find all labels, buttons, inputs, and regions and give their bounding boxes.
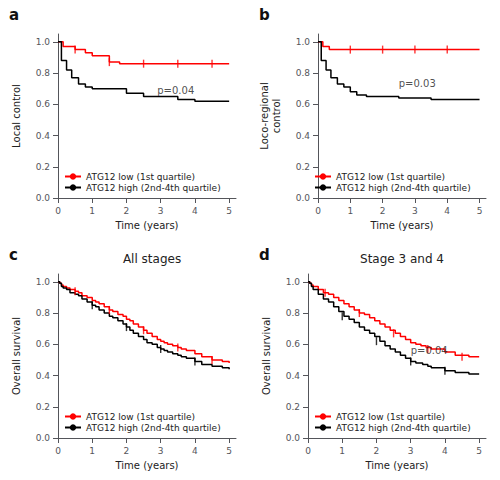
svg-text:d: d	[259, 246, 270, 264]
svg-text:2: 2	[124, 446, 130, 456]
svg-text:c: c	[9, 246, 18, 264]
svg-text:5: 5	[477, 206, 483, 216]
svg-text:ATG12 low (1st quartile): ATG12 low (1st quartile)	[86, 412, 195, 422]
svg-text:Time (years): Time (years)	[370, 220, 434, 231]
svg-text:a: a	[9, 6, 19, 24]
svg-text:4: 4	[192, 206, 198, 216]
svg-text:0.2: 0.2	[296, 162, 310, 172]
svg-text:ATG12 high (2nd-4th quartile): ATG12 high (2nd-4th quartile)	[336, 183, 471, 193]
svg-text:1.0: 1.0	[36, 37, 51, 47]
svg-text:p=0.04: p=0.04	[411, 345, 448, 356]
svg-text:0: 0	[55, 446, 61, 456]
svg-text:1.0: 1.0	[286, 277, 301, 287]
svg-text:0: 0	[305, 446, 311, 456]
svg-text:2: 2	[380, 206, 386, 216]
svg-text:Time (years): Time (years)	[115, 460, 179, 471]
svg-text:0.8: 0.8	[286, 308, 301, 318]
svg-text:0.4: 0.4	[296, 131, 311, 141]
svg-text:4: 4	[192, 446, 198, 456]
svg-text:0: 0	[315, 206, 321, 216]
svg-text:0.4: 0.4	[286, 371, 301, 381]
svg-text:0.4: 0.4	[36, 371, 51, 381]
svg-text:ATG12 low (1st quartile): ATG12 low (1st quartile)	[86, 172, 195, 182]
svg-text:Local control: Local control	[11, 84, 22, 148]
svg-text:0.6: 0.6	[296, 99, 311, 109]
svg-text:5: 5	[476, 446, 482, 456]
svg-text:0.4: 0.4	[36, 131, 51, 141]
svg-text:ATG12 low (1st quartile): ATG12 low (1st quartile)	[336, 172, 445, 182]
svg-text:ATG12 high (2nd-4th quartile): ATG12 high (2nd-4th quartile)	[336, 423, 471, 433]
svg-text:p=0.04: p=0.04	[157, 85, 194, 96]
svg-text:1: 1	[339, 446, 345, 456]
svg-text:2: 2	[124, 206, 130, 216]
svg-text:1.0: 1.0	[36, 277, 51, 287]
svg-text:0.6: 0.6	[36, 99, 51, 109]
svg-text:Loco-regional: Loco-regional	[259, 82, 270, 149]
svg-text:Overall survival: Overall survival	[261, 317, 272, 395]
svg-text:Time (years): Time (years)	[115, 220, 179, 231]
svg-text:4: 4	[444, 206, 450, 216]
svg-text:0.8: 0.8	[36, 68, 51, 78]
svg-text:0: 0	[55, 206, 61, 216]
svg-text:3: 3	[408, 446, 414, 456]
svg-text:ATG12 low (1st quartile): ATG12 low (1st quartile)	[336, 412, 445, 422]
svg-text:1.0: 1.0	[296, 37, 311, 47]
svg-text:Overall survival: Overall survival	[11, 317, 22, 395]
svg-text:0.0: 0.0	[286, 433, 301, 443]
svg-text:4: 4	[442, 446, 448, 456]
svg-text:0.8: 0.8	[36, 308, 51, 318]
svg-text:5: 5	[226, 206, 232, 216]
svg-text:1: 1	[89, 446, 95, 456]
svg-text:3: 3	[158, 446, 164, 456]
svg-text:Time (years): Time (years)	[365, 460, 429, 471]
svg-text:0.0: 0.0	[36, 433, 51, 443]
svg-text:1: 1	[347, 206, 353, 216]
svg-text:3: 3	[412, 206, 418, 216]
svg-text:0.2: 0.2	[36, 162, 50, 172]
svg-text:Stage 3 and 4: Stage 3 and 4	[360, 252, 444, 266]
svg-text:0.0: 0.0	[36, 193, 51, 203]
svg-text:p=0.03: p=0.03	[399, 78, 436, 89]
svg-text:0.8: 0.8	[296, 68, 311, 78]
svg-text:b: b	[259, 6, 270, 24]
svg-text:0.2: 0.2	[286, 402, 300, 412]
svg-text:0.6: 0.6	[286, 339, 301, 349]
svg-text:5: 5	[226, 446, 232, 456]
svg-text:3: 3	[158, 206, 164, 216]
svg-text:1: 1	[89, 206, 95, 216]
svg-text:0.0: 0.0	[296, 193, 311, 203]
svg-text:0.6: 0.6	[36, 339, 51, 349]
svg-text:2: 2	[374, 446, 380, 456]
svg-text:ATG12 high (2nd-4th quartile): ATG12 high (2nd-4th quartile)	[86, 183, 221, 193]
svg-text:control: control	[271, 99, 282, 134]
svg-text:All stages: All stages	[123, 252, 181, 266]
svg-text:ATG12 high (2nd-4th quartile): ATG12 high (2nd-4th quartile)	[86, 423, 221, 433]
svg-text:0.2: 0.2	[36, 402, 50, 412]
